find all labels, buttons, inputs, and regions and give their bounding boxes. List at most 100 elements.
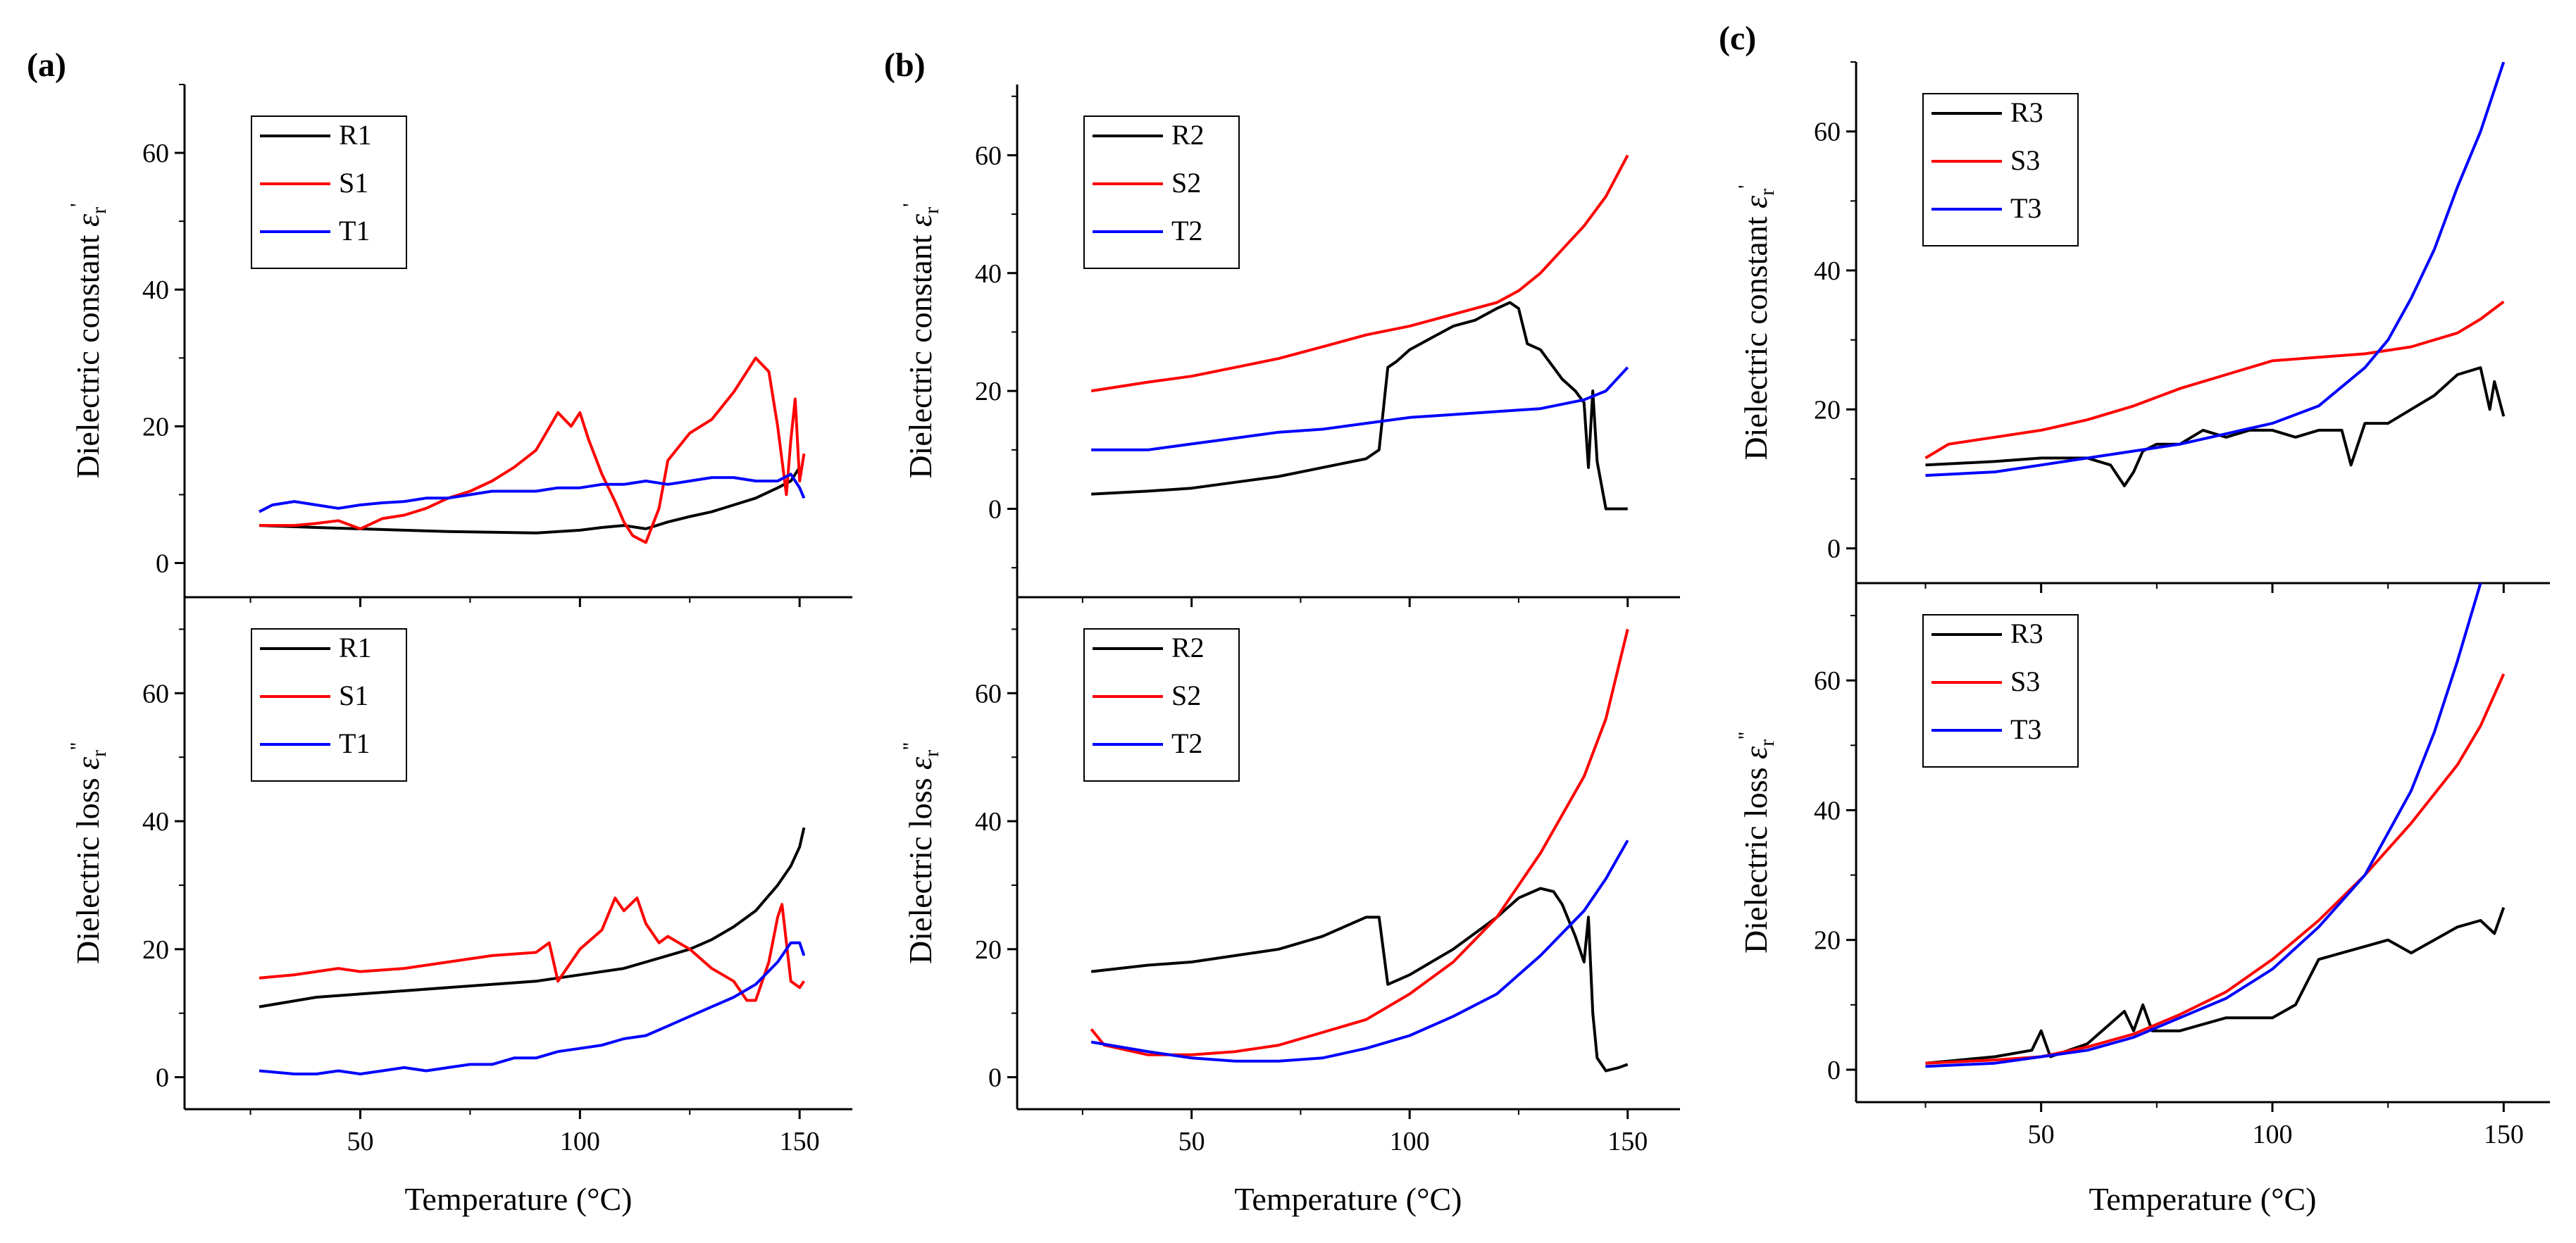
series-line-R2 — [1090, 887, 1629, 1073]
series-line-T1 — [259, 941, 806, 1075]
y-axis-label-sub: r — [1755, 189, 1779, 196]
y-tick-label: 40 — [975, 807, 1002, 837]
legend-label-R1: R1 — [339, 119, 372, 151]
y-tick-label: 0 — [988, 1063, 1002, 1093]
y-axis-label-sub: r — [87, 207, 111, 214]
series-line-T2 — [1091, 366, 1629, 451]
y-axis-label-symbol: ε — [1738, 746, 1774, 759]
y-tick-label: 20 — [1814, 926, 1841, 956]
panel-letter-2: (b) — [884, 46, 926, 84]
subplot-a-bottom: 0 20 40 60 50 100 150 Dielectric loss εr'' R1 S1 T… — [66, 597, 852, 1156]
y-tick-label: 0 — [156, 549, 169, 578]
y-axis-label: Dielectric loss εr'' — [1734, 732, 1779, 954]
y-tick-label: 40 — [1814, 796, 1841, 825]
legend-label-S1: S1 — [339, 167, 368, 199]
series-line-R3 — [1925, 906, 2506, 1065]
legend-label-T3: T3 — [2010, 713, 2041, 745]
x-tick-label: 50 — [1178, 1127, 1205, 1156]
y-axis-label-sup: ' — [899, 203, 922, 206]
series-line-S1 — [259, 897, 806, 1002]
legend-label-T1: T1 — [339, 215, 370, 246]
y-axis-label-sub: r — [87, 750, 111, 757]
y-axis-label-symbol: ε — [70, 756, 106, 770]
y-axis-label-main: Dielectric loss — [1738, 759, 1774, 954]
y-axis-label-main: Dielectric constant — [902, 227, 938, 479]
y-axis-label-main: Dielectric loss — [902, 770, 938, 964]
y-tick-label: 20 — [1814, 395, 1841, 425]
legend-box — [251, 115, 407, 269]
y-axis-label: Dielectric constant εr' — [66, 203, 111, 478]
subplot-b-bottom: 0 20 40 60 50 100 150 Dielectric loss εr'' R2 S2 T… — [899, 597, 1680, 1156]
legend-label-S1: S1 — [339, 680, 368, 711]
legend-label-S3: S3 — [2010, 666, 2040, 697]
y-tick-label: 60 — [1814, 666, 1841, 696]
y-tick-label: 60 — [975, 679, 1002, 708]
panel-letter-1: (a) — [27, 46, 66, 84]
y-axis-label-sup: ' — [66, 203, 89, 206]
y-axis-label-symbol: ε — [902, 756, 938, 770]
y-tick-label: 40 — [142, 275, 169, 305]
series-line-T2 — [1090, 839, 1629, 1063]
panel-letter-3: (c) — [1719, 20, 1756, 57]
series-line-R3 — [1925, 366, 2506, 487]
legend-box — [1083, 628, 1240, 782]
y-axis-label-sub: r — [920, 207, 943, 214]
subplot-c-bottom: 0 20 40 60 50 100 150 Dielectric loss εr'' R3 S3 T… — [1734, 583, 2550, 1149]
y-tick-label: 60 — [1814, 118, 1841, 147]
legend-box — [251, 628, 407, 782]
subplot-c-top: 0 20 40 60 Dielectric constant εr' R3 S3 T3 — [1734, 61, 2550, 593]
legend-label-R2: R2 — [1171, 632, 1205, 663]
y-axis-label-sup: ' — [1734, 185, 1757, 188]
y-tick-label: 0 — [1827, 1056, 1841, 1085]
y-axis-label-sup: '' — [1734, 732, 1757, 739]
series-line-T3 — [1925, 583, 2482, 1068]
y-tick-label: 20 — [142, 935, 169, 965]
y-axis-label: Dielectric loss εr'' — [66, 742, 111, 964]
y-tick-label: 0 — [156, 1063, 169, 1093]
y-axis-label: Dielectric loss εr'' — [899, 742, 943, 964]
y-tick-label: 20 — [975, 935, 1002, 965]
y-tick-label: 60 — [142, 679, 169, 708]
y-axis-label-main: Dielectric constant — [1738, 208, 1774, 461]
x-tick-label: 50 — [2028, 1120, 2055, 1149]
legend-label-T3: T3 — [2010, 192, 2041, 224]
y-axis-label-symbol: ε — [1738, 195, 1774, 208]
legend-box — [1922, 614, 2079, 768]
y-tick-label: 40 — [975, 259, 1002, 289]
x-tick-label: 100 — [560, 1127, 600, 1156]
y-tick-label: 40 — [1814, 256, 1841, 286]
legend-box — [1083, 115, 1240, 269]
y-axis-label-main: Dielectric constant — [70, 227, 106, 479]
y-tick-label: 20 — [975, 377, 1002, 406]
subplot-a-top: 0 20 40 60 Dielectric constant εr' R1 S1 T1 — [66, 84, 852, 607]
x-tick-label: 150 — [2484, 1120, 2524, 1149]
y-tick-label: 20 — [142, 412, 169, 442]
y-axis-label-sub: r — [920, 750, 943, 757]
x-tick-label: 50 — [347, 1127, 373, 1156]
legend-label-R1: R1 — [339, 632, 372, 663]
legend-label-T2: T2 — [1171, 215, 1202, 246]
x-tick-label: 150 — [1607, 1127, 1648, 1156]
y-tick-label: 60 — [142, 139, 169, 168]
legend-label-S2: S2 — [1171, 680, 1201, 711]
y-axis-label-symbol: ε — [902, 213, 938, 227]
x-tick-label: 100 — [2253, 1120, 2293, 1149]
y-tick-label: 40 — [142, 807, 169, 837]
y-tick-label: 0 — [988, 494, 1002, 524]
series-line-T3 — [1925, 62, 2506, 477]
legend-box — [1922, 93, 2079, 246]
series-line-R1 — [259, 827, 806, 1008]
y-axis-label-sup: '' — [899, 742, 922, 750]
series-line-S1 — [259, 356, 806, 544]
y-axis-label-main: Dielectric loss — [70, 770, 106, 964]
subplot-b-top: 0 20 40 60 Dielectric constant εr' R2 S2 T2 — [899, 85, 1680, 607]
y-axis-label-sub: r — [1755, 739, 1779, 747]
y-axis-label-symbol: ε — [70, 213, 106, 227]
series-line-T1 — [259, 473, 806, 513]
legend-label-R2: R2 — [1171, 119, 1205, 151]
legend-label-R3: R3 — [2010, 96, 2043, 128]
x-axis-label-1: Temperature (°C) — [405, 1181, 633, 1217]
series-line-S2 — [1090, 154, 1629, 393]
y-axis-label: Dielectric constant εr' — [899, 203, 943, 478]
